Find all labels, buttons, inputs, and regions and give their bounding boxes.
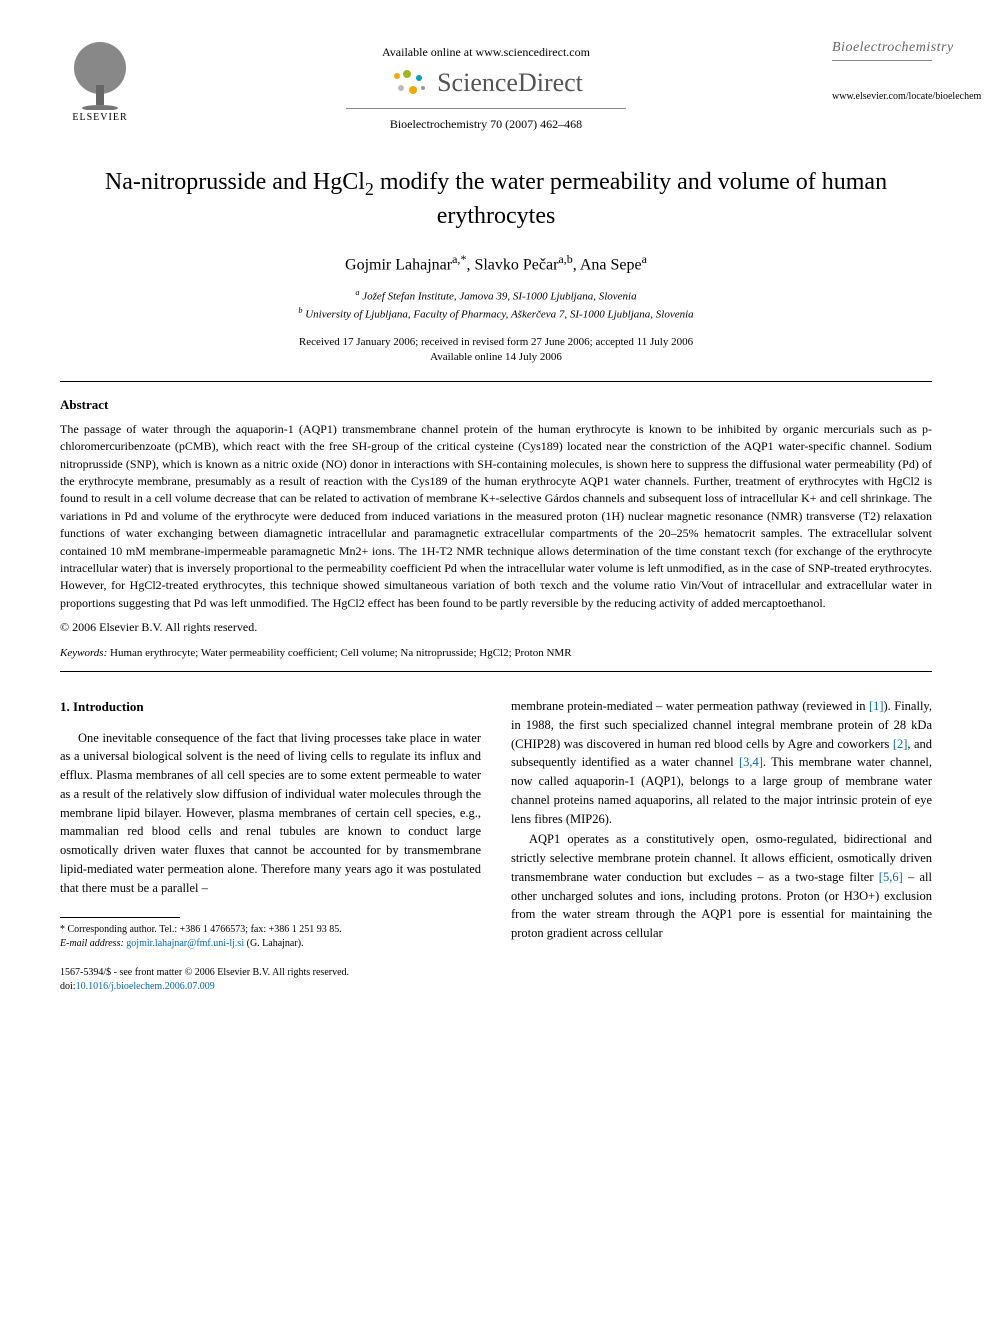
- page-footer: 1567-5394/$ - see front matter © 2006 El…: [60, 966, 481, 994]
- issn-line: 1567-5394/$ - see front matter © 2006 El…: [60, 966, 481, 980]
- title-sub: 2: [365, 179, 374, 199]
- article-title: Na-nitroprusside and HgCl2 modify the wa…: [100, 167, 892, 232]
- header-rule: [346, 108, 626, 109]
- keywords-values: Human erythrocyte; Water permeability co…: [107, 647, 571, 659]
- column-right: membrane protein-mediated – water permea…: [511, 697, 932, 994]
- abstract-bottom-rule: [60, 671, 932, 672]
- intro-para-1: One inevitable consequence of the fact t…: [60, 729, 481, 898]
- email-link[interactable]: gojmir.lahajnar@fmf.uni-lj.si: [124, 938, 244, 949]
- corr-author-line: * Corresponding author. Tel.: +386 1 476…: [60, 923, 481, 937]
- center-header: Available online at www.sciencedirect.co…: [140, 40, 832, 132]
- column-left: 1. Introduction One inevitable consequen…: [60, 697, 481, 994]
- affiliation-b: University of Ljubljana, Faculty of Phar…: [302, 309, 693, 321]
- journal-name: Bioelectrochemistry: [832, 40, 932, 56]
- abstract-heading: Abstract: [60, 397, 932, 413]
- elsevier-label: ELSEVIER: [72, 112, 127, 123]
- footnote-rule: [60, 917, 180, 918]
- author-2: , Slavko Pečar: [466, 257, 558, 274]
- journal-cover-block: Bioelectrochemistry www.elsevier.com/loc…: [832, 40, 932, 102]
- corresponding-author-footnote: * Corresponding author. Tel.: +386 1 476…: [60, 923, 481, 951]
- citation-line: Bioelectrochemistry 70 (2007) 462–468: [140, 117, 832, 132]
- title-part1: Na-nitroprusside and HgCl: [105, 169, 365, 195]
- abstract-top-rule: [60, 381, 932, 382]
- email-label: E-mail address:: [60, 938, 124, 949]
- keywords-label: Keywords:: [60, 647, 107, 659]
- abstract-body: The passage of water through the aquapor…: [60, 421, 932, 612]
- sd-brand-text: ScienceDirect: [437, 68, 583, 98]
- doi-label: doi:: [60, 981, 76, 992]
- authors-line: Gojmir Lahajnara,*, Slavko Pečara,b, Ana…: [60, 252, 932, 274]
- available-online-text: Available online at www.sciencedirect.co…: [140, 45, 832, 60]
- elsevier-tree-icon: [70, 40, 130, 110]
- sciencedirect-logo: ScienceDirect: [140, 68, 832, 98]
- received-date: Received 17 January 2006; received in re…: [299, 336, 693, 348]
- affiliations: a Jožef Stefan Institute, Jamova 39, SI-…: [60, 287, 932, 323]
- intro-para-1-cont: membrane protein-mediated – water permea…: [511, 697, 932, 828]
- keywords-line: Keywords: Human erythrocyte; Water perme…: [60, 647, 932, 659]
- ref-link-3-4[interactable]: [3,4]: [739, 755, 763, 769]
- ref-link-2[interactable]: [2]: [893, 737, 908, 751]
- ref-link-5-6[interactable]: [5,6]: [879, 870, 903, 884]
- author-1: Gojmir Lahajnar: [345, 257, 452, 274]
- journal-rule: [832, 60, 932, 61]
- title-part2: modify the water permeability and volume…: [374, 169, 887, 229]
- journal-url: www.elsevier.com/locate/bioelechem: [832, 91, 932, 102]
- ref-link-1[interactable]: [1]: [869, 699, 884, 713]
- email-suffix: (G. Lahajnar).: [244, 938, 303, 949]
- section-1-heading: 1. Introduction: [60, 697, 481, 717]
- affiliation-a: Jožef Stefan Institute, Jamova 39, SI-10…: [360, 290, 637, 302]
- available-date: Available online 14 July 2006: [430, 351, 562, 363]
- copyright-line: © 2006 Elsevier B.V. All rights reserved…: [60, 620, 932, 635]
- sd-dots-icon: [389, 68, 429, 98]
- doi-link[interactable]: 10.1016/j.bioelechem.2006.07.009: [76, 981, 215, 992]
- intro-para-2: AQP1 operates as a constitutively open, …: [511, 830, 932, 943]
- body-columns: 1. Introduction One inevitable consequen…: [60, 697, 932, 994]
- author-3: , Ana Sepe: [573, 257, 642, 274]
- elsevier-logo: ELSEVIER: [60, 40, 140, 123]
- article-dates: Received 17 January 2006; received in re…: [60, 335, 932, 366]
- journal-header: ELSEVIER Available online at www.science…: [60, 40, 932, 132]
